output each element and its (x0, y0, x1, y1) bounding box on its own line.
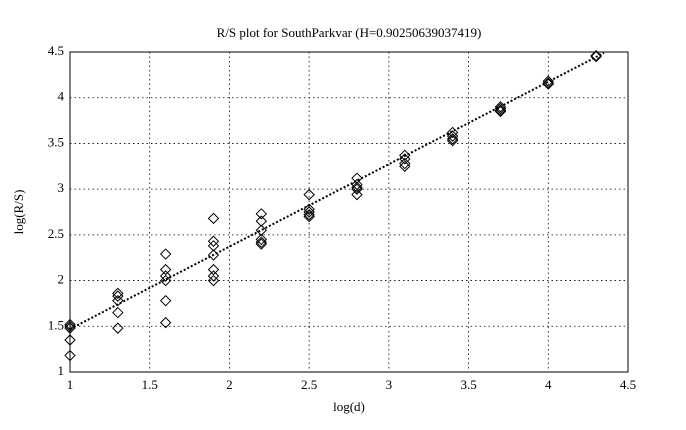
point (494, 102, 507, 115)
y-tick-label: 2 (58, 272, 65, 287)
y-tick-label: 1 (58, 363, 65, 378)
point (159, 270, 172, 282)
point (207, 270, 220, 282)
x-tick-label: 4.5 (620, 377, 636, 392)
point (64, 318, 76, 331)
y-tick-label: 3 (58, 180, 65, 195)
x-tick-label: 3 (386, 377, 393, 392)
point (255, 238, 268, 250)
y-tick-label: 4.5 (48, 43, 64, 58)
point (159, 274, 172, 287)
x-tick-label: 2 (226, 377, 233, 392)
point (64, 349, 76, 362)
y-tick-label: 1.5 (48, 317, 64, 332)
y-tick-label: 4 (58, 89, 65, 104)
point (590, 49, 602, 62)
point (542, 75, 554, 87)
point (542, 77, 554, 89)
fit-line (69, 52, 605, 330)
y-tick-label: 2.5 (48, 226, 64, 241)
point (303, 209, 315, 221)
plot-frame (69, 51, 629, 373)
x-tick-label: 3.5 (460, 377, 476, 392)
point (446, 134, 459, 147)
point (112, 322, 124, 334)
x-tick-label: 4 (545, 377, 552, 392)
chart-title: R/S plot for SouthParkvar (H=0.902506390… (217, 25, 482, 40)
point (207, 274, 220, 287)
point (255, 233, 268, 246)
x-tick-label: 2.5 (301, 377, 317, 392)
point (207, 235, 220, 247)
point (255, 224, 268, 236)
point (112, 290, 124, 302)
point (64, 320, 76, 332)
point (351, 188, 363, 201)
point (303, 210, 315, 223)
y-axis-label: log(R/S) (11, 190, 26, 235)
point (446, 130, 459, 142)
point (446, 126, 459, 139)
x-tick-label: 1 (67, 377, 74, 392)
point (399, 160, 411, 172)
point (351, 172, 363, 184)
point (112, 306, 124, 319)
point (255, 236, 268, 248)
point (207, 263, 220, 276)
point (351, 183, 363, 195)
point (494, 105, 507, 118)
point (303, 188, 315, 201)
y-tick-label: 3.5 (48, 134, 64, 149)
point (399, 157, 411, 170)
point (255, 208, 268, 220)
point (112, 294, 124, 307)
point (159, 263, 172, 276)
x-tick-label: 1.5 (142, 377, 158, 392)
point (207, 212, 220, 225)
point (255, 215, 268, 227)
x-axis-label: log(d) (333, 399, 365, 414)
point (159, 294, 172, 307)
point (159, 248, 172, 260)
point (303, 206, 315, 218)
point (351, 181, 363, 194)
point (112, 287, 124, 300)
point (542, 78, 554, 90)
point (64, 334, 76, 346)
point (207, 240, 220, 252)
point (446, 133, 459, 145)
point (159, 316, 172, 329)
